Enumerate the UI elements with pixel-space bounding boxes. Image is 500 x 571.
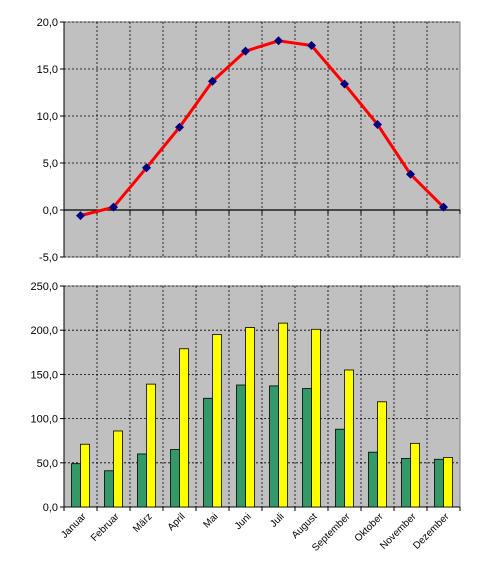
line-chart-y-tick-label: -5,0	[39, 252, 58, 264]
temperature-data-point	[274, 36, 283, 46]
bar-chart-y-tick-label: 150,0	[30, 369, 58, 381]
temperature-data-point	[241, 46, 250, 56]
temperature-data-point	[208, 76, 217, 86]
x-category-label: Oktober	[353, 511, 386, 544]
bar-chart-y-tick-label: 0,0	[43, 502, 58, 514]
bar-chart-y-tick-label: 50,0	[37, 458, 58, 470]
temperature-line-chart: -5,0 0,0 5,0 10,0 15,0 20,0	[37, 17, 461, 264]
bar-chart-y-tick-label: 250,0	[30, 281, 58, 293]
x-category-label: April	[166, 511, 188, 533]
precipitation-sunshine-bar-chart: 0,0 50,0 100,0 150,0 200,0 250,0 Januar Februar…	[30, 281, 461, 554]
series-1-bar	[236, 384, 246, 508]
x-category-label: März	[131, 511, 155, 535]
series-2-bar	[212, 334, 222, 508]
temperature-data-point	[439, 202, 448, 212]
series-1-bar	[401, 457, 411, 508]
series-2-bar	[245, 327, 255, 508]
x-category-label: August	[290, 511, 320, 541]
x-category-label: Januar	[59, 511, 89, 541]
series-1-bar	[203, 397, 213, 508]
temperature-data-point	[373, 119, 382, 129]
series-1-bar	[434, 458, 444, 508]
x-category-label: Mai	[201, 511, 220, 530]
temperature-data-point	[142, 163, 151, 173]
bar-chart-y-tick-label: 200,0	[30, 325, 58, 337]
series-2-bar	[179, 348, 189, 508]
series-1-bar	[335, 428, 345, 508]
x-category-label: Juli	[268, 511, 286, 529]
x-category-label: Februar	[89, 511, 122, 544]
bar-chart-y-tick-label: 100,0	[30, 414, 58, 426]
line-chart-y-tick-label: 5,0	[43, 158, 58, 170]
series-2-bar	[80, 443, 90, 508]
series-2-bar	[278, 322, 288, 508]
series-2-bar	[146, 383, 156, 508]
line-chart-y-tick-label: 20,0	[37, 17, 58, 29]
series-1-bar	[368, 451, 378, 508]
series-2-bar	[410, 442, 420, 508]
series-1-bar	[170, 449, 180, 508]
series-1-bar	[137, 453, 147, 508]
x-category-label: Dezember	[411, 511, 452, 552]
series-2-bar	[377, 401, 387, 508]
line-chart-y-tick-label: 0,0	[43, 205, 58, 217]
series-1-bar	[302, 388, 312, 508]
temperature-series-line	[80, 39, 445, 218]
temperature-data-point	[76, 211, 85, 221]
x-category-label: Juni	[233, 511, 254, 532]
temperature-data-point	[340, 79, 349, 89]
series-1-bar	[269, 385, 279, 508]
series-1-bar	[104, 470, 114, 508]
line-chart-y-tick-label: 15,0	[37, 64, 58, 76]
series-2-bar	[443, 457, 453, 508]
temperature-data-point	[109, 202, 118, 212]
series-1-bar	[71, 463, 81, 508]
series-2-bar	[113, 430, 123, 508]
line-chart-y-tick-label: 10,0	[37, 111, 58, 123]
temperature-data-point	[307, 41, 316, 50]
series-2-bar	[344, 369, 354, 508]
temperature-data-point	[406, 169, 415, 179]
temperature-data-point	[175, 122, 184, 132]
series-2-bar	[311, 328, 321, 508]
